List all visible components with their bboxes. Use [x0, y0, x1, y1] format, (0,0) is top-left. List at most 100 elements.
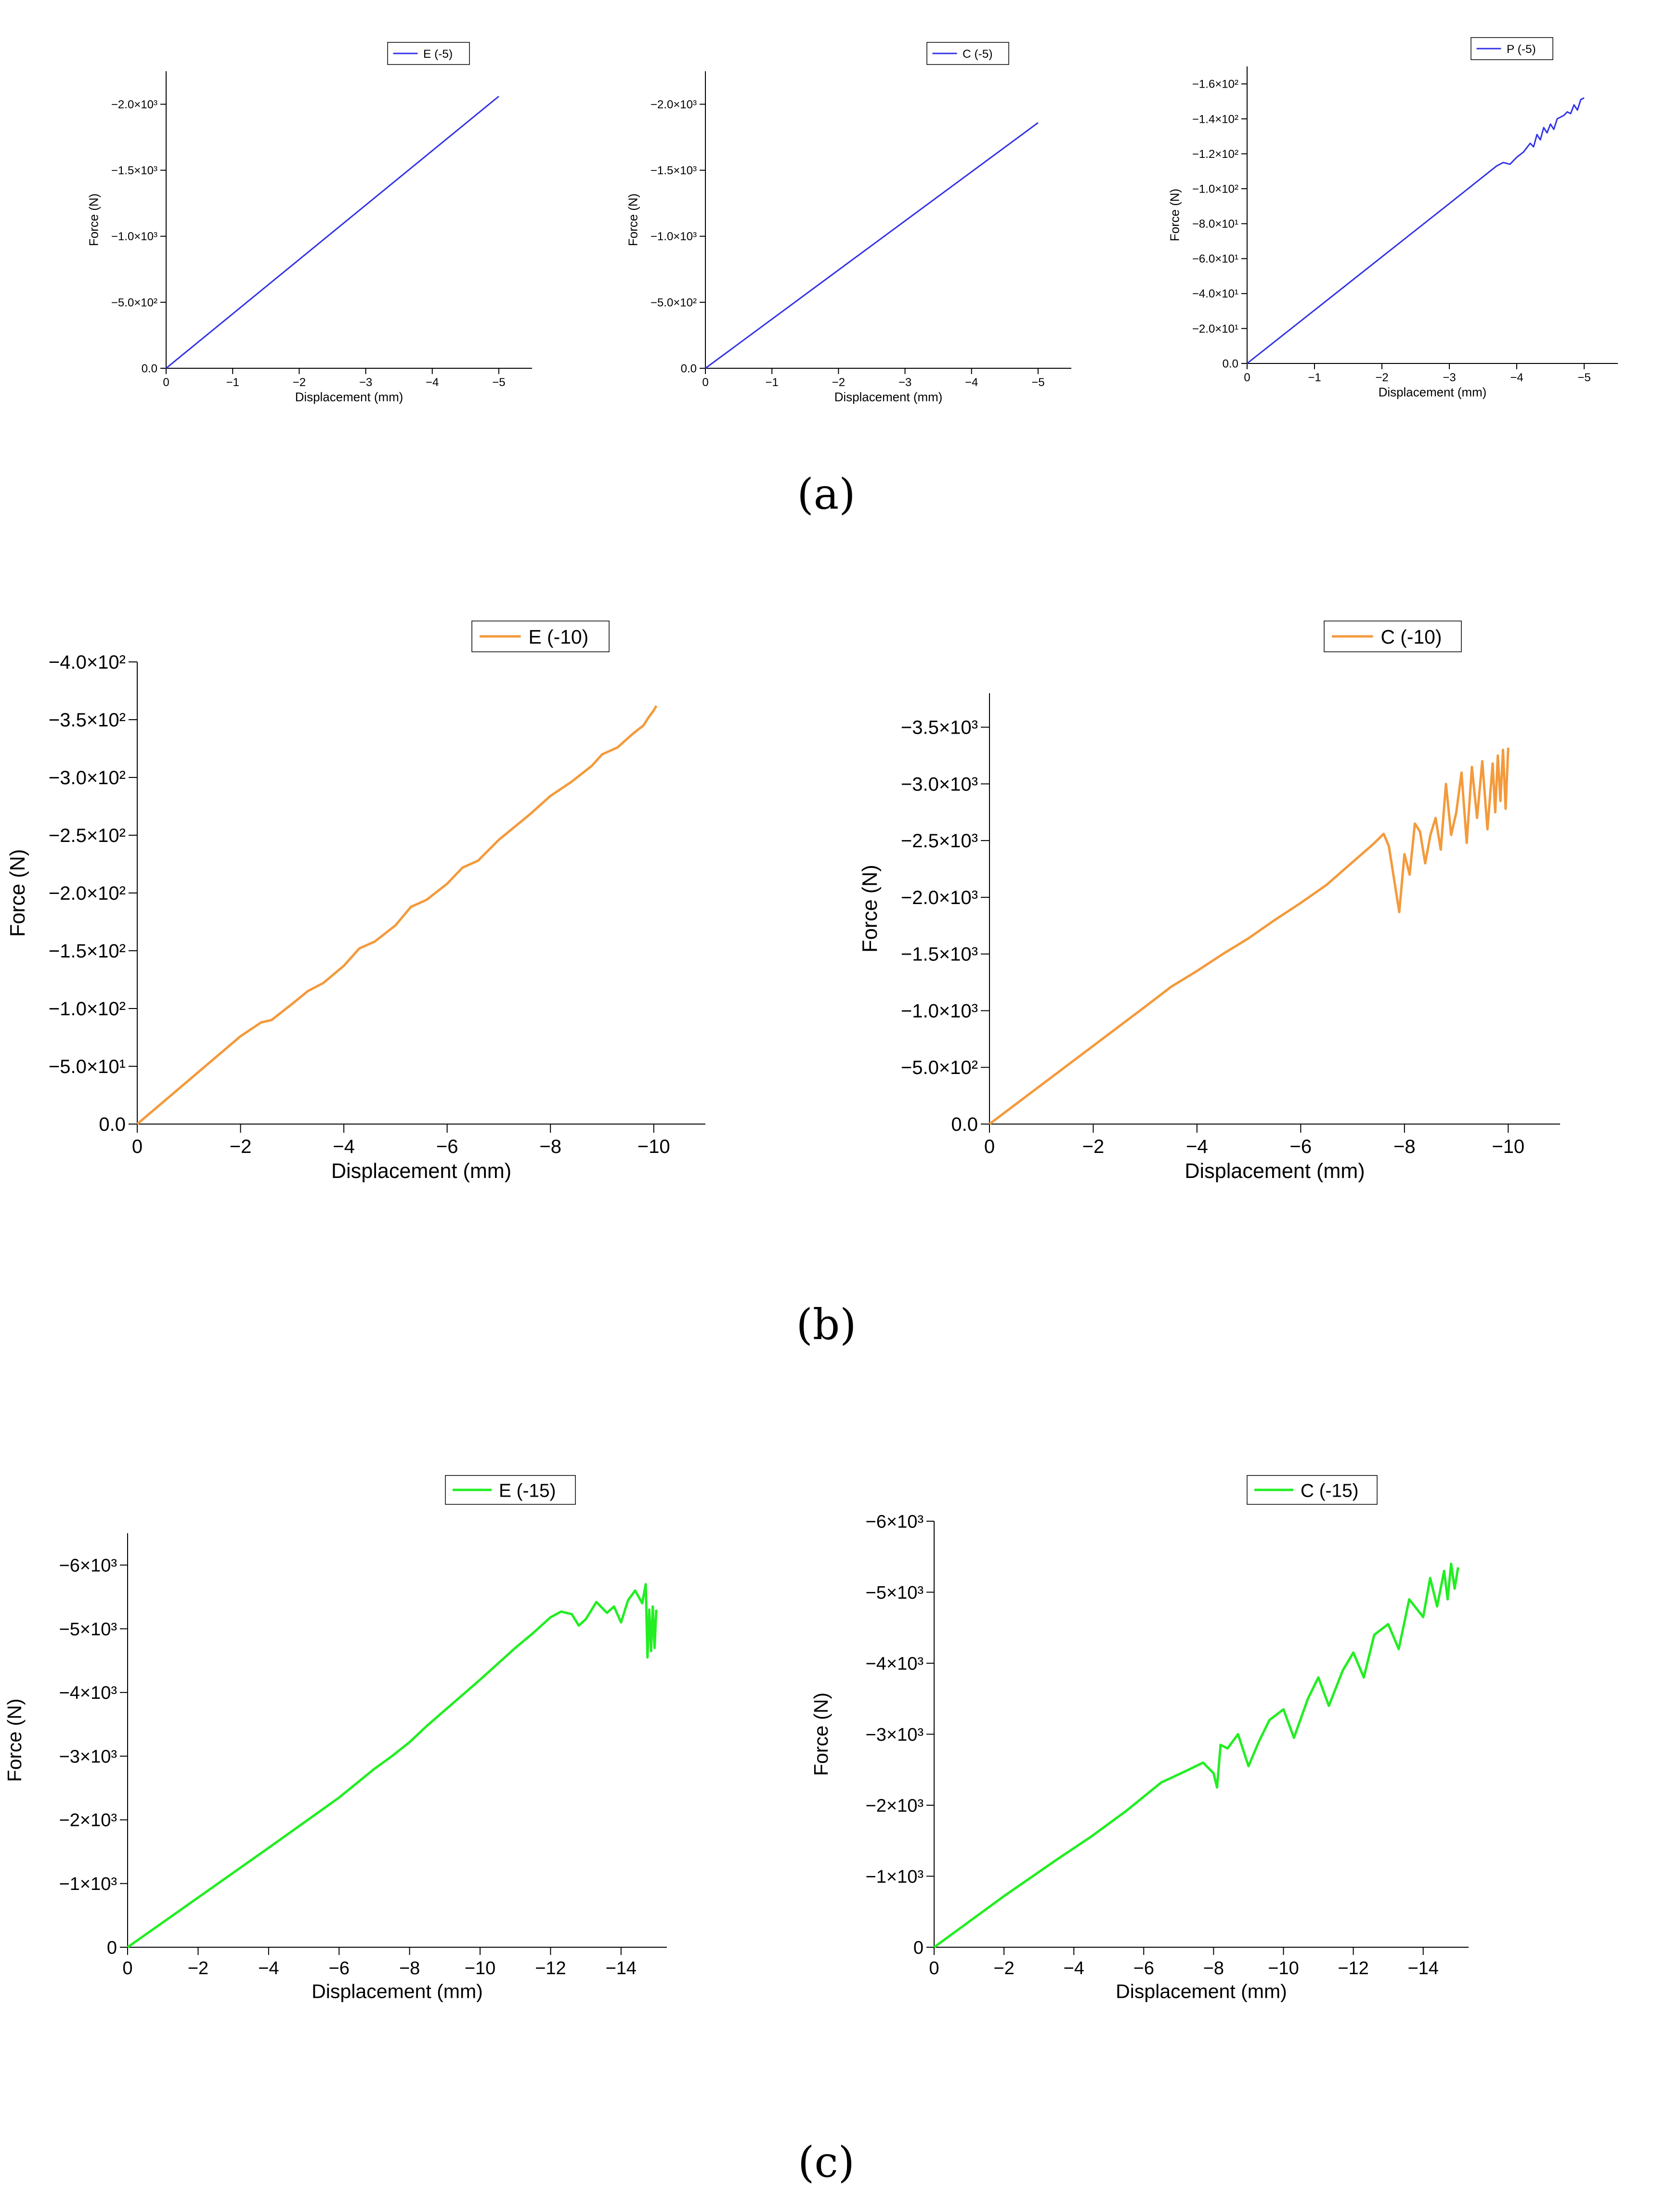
- x-tick-label: −2: [832, 376, 845, 389]
- x-tick-label: 0: [702, 376, 708, 389]
- x-axis-label: Displacement (mm): [295, 390, 403, 404]
- x-tick-label: 0: [122, 1958, 132, 1979]
- y-tick-label: −2.0×10³: [111, 98, 157, 111]
- x-tick-label: −2: [188, 1958, 208, 1979]
- x-axis-label: Displacement (mm): [1184, 1160, 1365, 1183]
- x-tick-label: −10: [638, 1136, 670, 1157]
- y-tick-label: −1.0×10³: [651, 230, 697, 243]
- x-tick-label: −8: [1203, 1958, 1224, 1979]
- x-tick-label: −10: [1492, 1136, 1524, 1157]
- y-tick-label: −5.0×10²: [111, 296, 157, 309]
- x-axis-label: Displacement (mm): [312, 1980, 483, 2002]
- y-tick-label: −3×10³: [59, 1746, 117, 1767]
- x-tick-label: 0: [984, 1136, 995, 1157]
- y-tick-label: 0.0: [142, 362, 157, 375]
- y-tick-label: −6×10³: [866, 1512, 924, 1532]
- y-tick-label: −3.0×10²: [49, 767, 126, 789]
- y-axis-label: Force (N): [859, 865, 882, 952]
- y-tick-label: 0.0: [1223, 357, 1238, 370]
- y-axis-label: Force (N): [1168, 189, 1182, 241]
- y-axis-label: Force (N): [626, 194, 640, 246]
- y-axis-label: Force (N): [87, 194, 101, 246]
- y-tick-label: −1.0×10³: [111, 230, 157, 243]
- series-line-1: [989, 747, 1510, 1125]
- x-tick-label: −6: [329, 1958, 350, 1979]
- legend: C (-5): [926, 42, 1009, 65]
- x-tick-label: −10: [465, 1958, 495, 1979]
- x-tick-label: −2: [230, 1136, 252, 1157]
- x-tick-label: −12: [535, 1958, 566, 1979]
- x-tick-label: −8: [399, 1958, 420, 1979]
- chart-panel-4: 0 −2 −4 −6 −8 −10 0.0 −5.0×10¹ −1.0×10² −1.5×10² −…: [6, 621, 705, 1183]
- y-tick-label: −5.0×10¹: [49, 1056, 126, 1077]
- chart-panel-1: 0 −1 −2 −3 −4 −5 0.0 −5.0×10² −1.0×10³ −1.5×10³ −2…: [87, 42, 532, 404]
- y-tick-label: −3×10³: [866, 1725, 924, 1745]
- x-tick-label: −12: [1338, 1958, 1368, 1979]
- y-tick-label: −3.5×10²: [49, 710, 126, 731]
- x-tick-label: −4: [965, 376, 978, 389]
- y-tick-label: 0.0: [99, 1114, 126, 1135]
- series-line-1: [166, 95, 499, 369]
- x-tick-label: −3: [1443, 371, 1456, 384]
- y-tick-label: −5×10³: [866, 1583, 924, 1603]
- x-tick-label: −5: [1577, 371, 1590, 384]
- x-tick-label: −8: [539, 1136, 561, 1157]
- y-tick-label: 0: [913, 1938, 924, 1958]
- series-line-1: [933, 1563, 1459, 1949]
- legend-label: C (-5): [963, 48, 993, 61]
- legend-label: E (-15): [499, 1480, 556, 1501]
- y-tick-label: −1×10³: [59, 1874, 117, 1894]
- x-tick-label: −4: [1064, 1958, 1084, 1979]
- legend-label: C (-10): [1381, 626, 1442, 648]
- y-tick-label: −1.4×10²: [1192, 113, 1238, 126]
- x-tick-label: −10: [1268, 1958, 1299, 1979]
- x-axis-label: Displacement (mm): [331, 1160, 511, 1183]
- y-tick-label: −1×10³: [866, 1867, 924, 1887]
- y-axis-label: Force (N): [810, 1693, 832, 1776]
- x-tick-label: −14: [1407, 1958, 1438, 1979]
- x-tick-label: −4: [1186, 1136, 1208, 1157]
- x-tick-label: −4: [426, 376, 439, 389]
- y-tick-label: −5.0×10²: [651, 296, 697, 309]
- y-tick-label: 0: [107, 1938, 117, 1958]
- x-tick-label: −3: [898, 376, 911, 389]
- x-tick-label: −1: [226, 376, 239, 389]
- legend: C (-15): [1247, 1475, 1378, 1505]
- y-tick-label: −1.0×10²: [1192, 182, 1238, 195]
- x-tick-label: 0: [929, 1958, 939, 1979]
- x-tick-label: −5: [492, 376, 505, 389]
- y-tick-label: −2.0×10³: [901, 887, 978, 908]
- y-tick-label: −4×10³: [59, 1683, 117, 1703]
- y-tick-label: 0.0: [951, 1114, 978, 1135]
- x-tick-label: −2: [1375, 371, 1388, 384]
- y-tick-label: −4.0×10²: [49, 652, 126, 673]
- y-tick-label: −1.5×10²: [49, 941, 126, 962]
- legend-label: C (-15): [1301, 1480, 1359, 1501]
- y-tick-label: −1.5×10³: [651, 164, 697, 177]
- x-tick-label: −8: [1393, 1136, 1416, 1157]
- y-axis-label: Force (N): [3, 1698, 26, 1782]
- x-tick-label: 0: [132, 1136, 143, 1157]
- y-axis-label: Force (N): [6, 849, 29, 937]
- y-tick-label: −5.0×10²: [901, 1057, 978, 1078]
- y-tick-label: −4×10³: [866, 1654, 924, 1674]
- x-tick-label: −1: [765, 376, 778, 389]
- x-tick-label: −4: [1510, 371, 1523, 384]
- x-tick-label: 0: [1244, 371, 1250, 384]
- legend: E (-10): [471, 621, 610, 652]
- chart-panel-7: 0 −2 −4 −6 −8 −10 −12 −14 0 −1×10³ −2×10³ −3×10³ −4×…: [810, 1475, 1469, 2002]
- y-tick-label: −2×10³: [59, 1811, 117, 1831]
- x-tick-label: −4: [333, 1136, 355, 1157]
- y-tick-label: −5×10³: [59, 1619, 117, 1640]
- y-tick-label: −8.0×10¹: [1192, 218, 1238, 231]
- y-tick-label: −2.5×10³: [901, 830, 978, 852]
- x-tick-label: −3: [359, 376, 372, 389]
- x-tick-label: −2: [293, 376, 306, 389]
- x-tick-label: −1: [1308, 371, 1321, 384]
- x-tick-label: −2: [993, 1958, 1014, 1979]
- x-tick-label: −4: [258, 1958, 279, 1979]
- legend: C (-10): [1324, 621, 1462, 652]
- legend: E (-5): [387, 42, 470, 65]
